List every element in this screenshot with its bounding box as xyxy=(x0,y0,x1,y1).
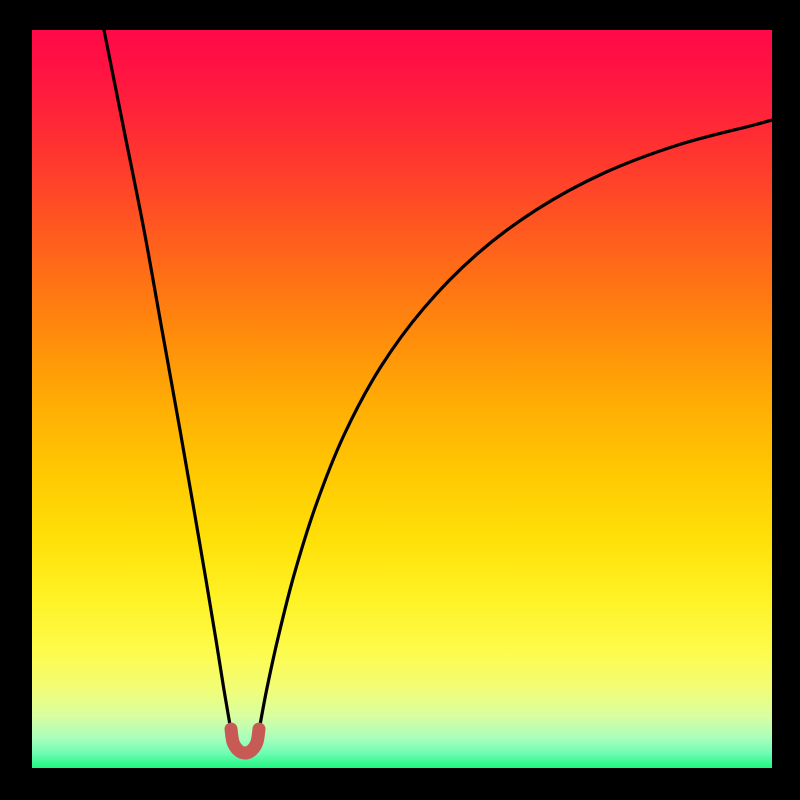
bottleneck-chart-svg xyxy=(32,30,772,768)
plot-area xyxy=(32,30,772,768)
frame-bottom xyxy=(0,768,800,800)
gradient-background xyxy=(32,30,772,768)
frame-right xyxy=(772,0,800,800)
chart-root: TheBottleneck.com xyxy=(0,0,800,800)
frame-left xyxy=(0,0,32,800)
frame-top xyxy=(0,0,800,30)
